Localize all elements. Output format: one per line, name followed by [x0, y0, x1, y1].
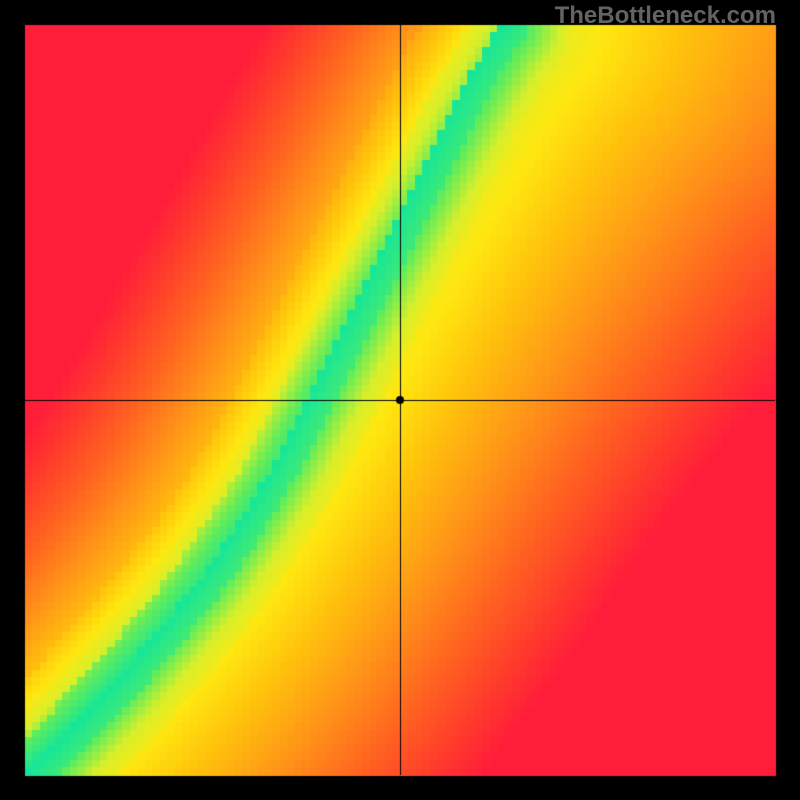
- bottleneck-heatmap: [0, 0, 800, 800]
- watermark-text: TheBottleneck.com: [555, 2, 776, 30]
